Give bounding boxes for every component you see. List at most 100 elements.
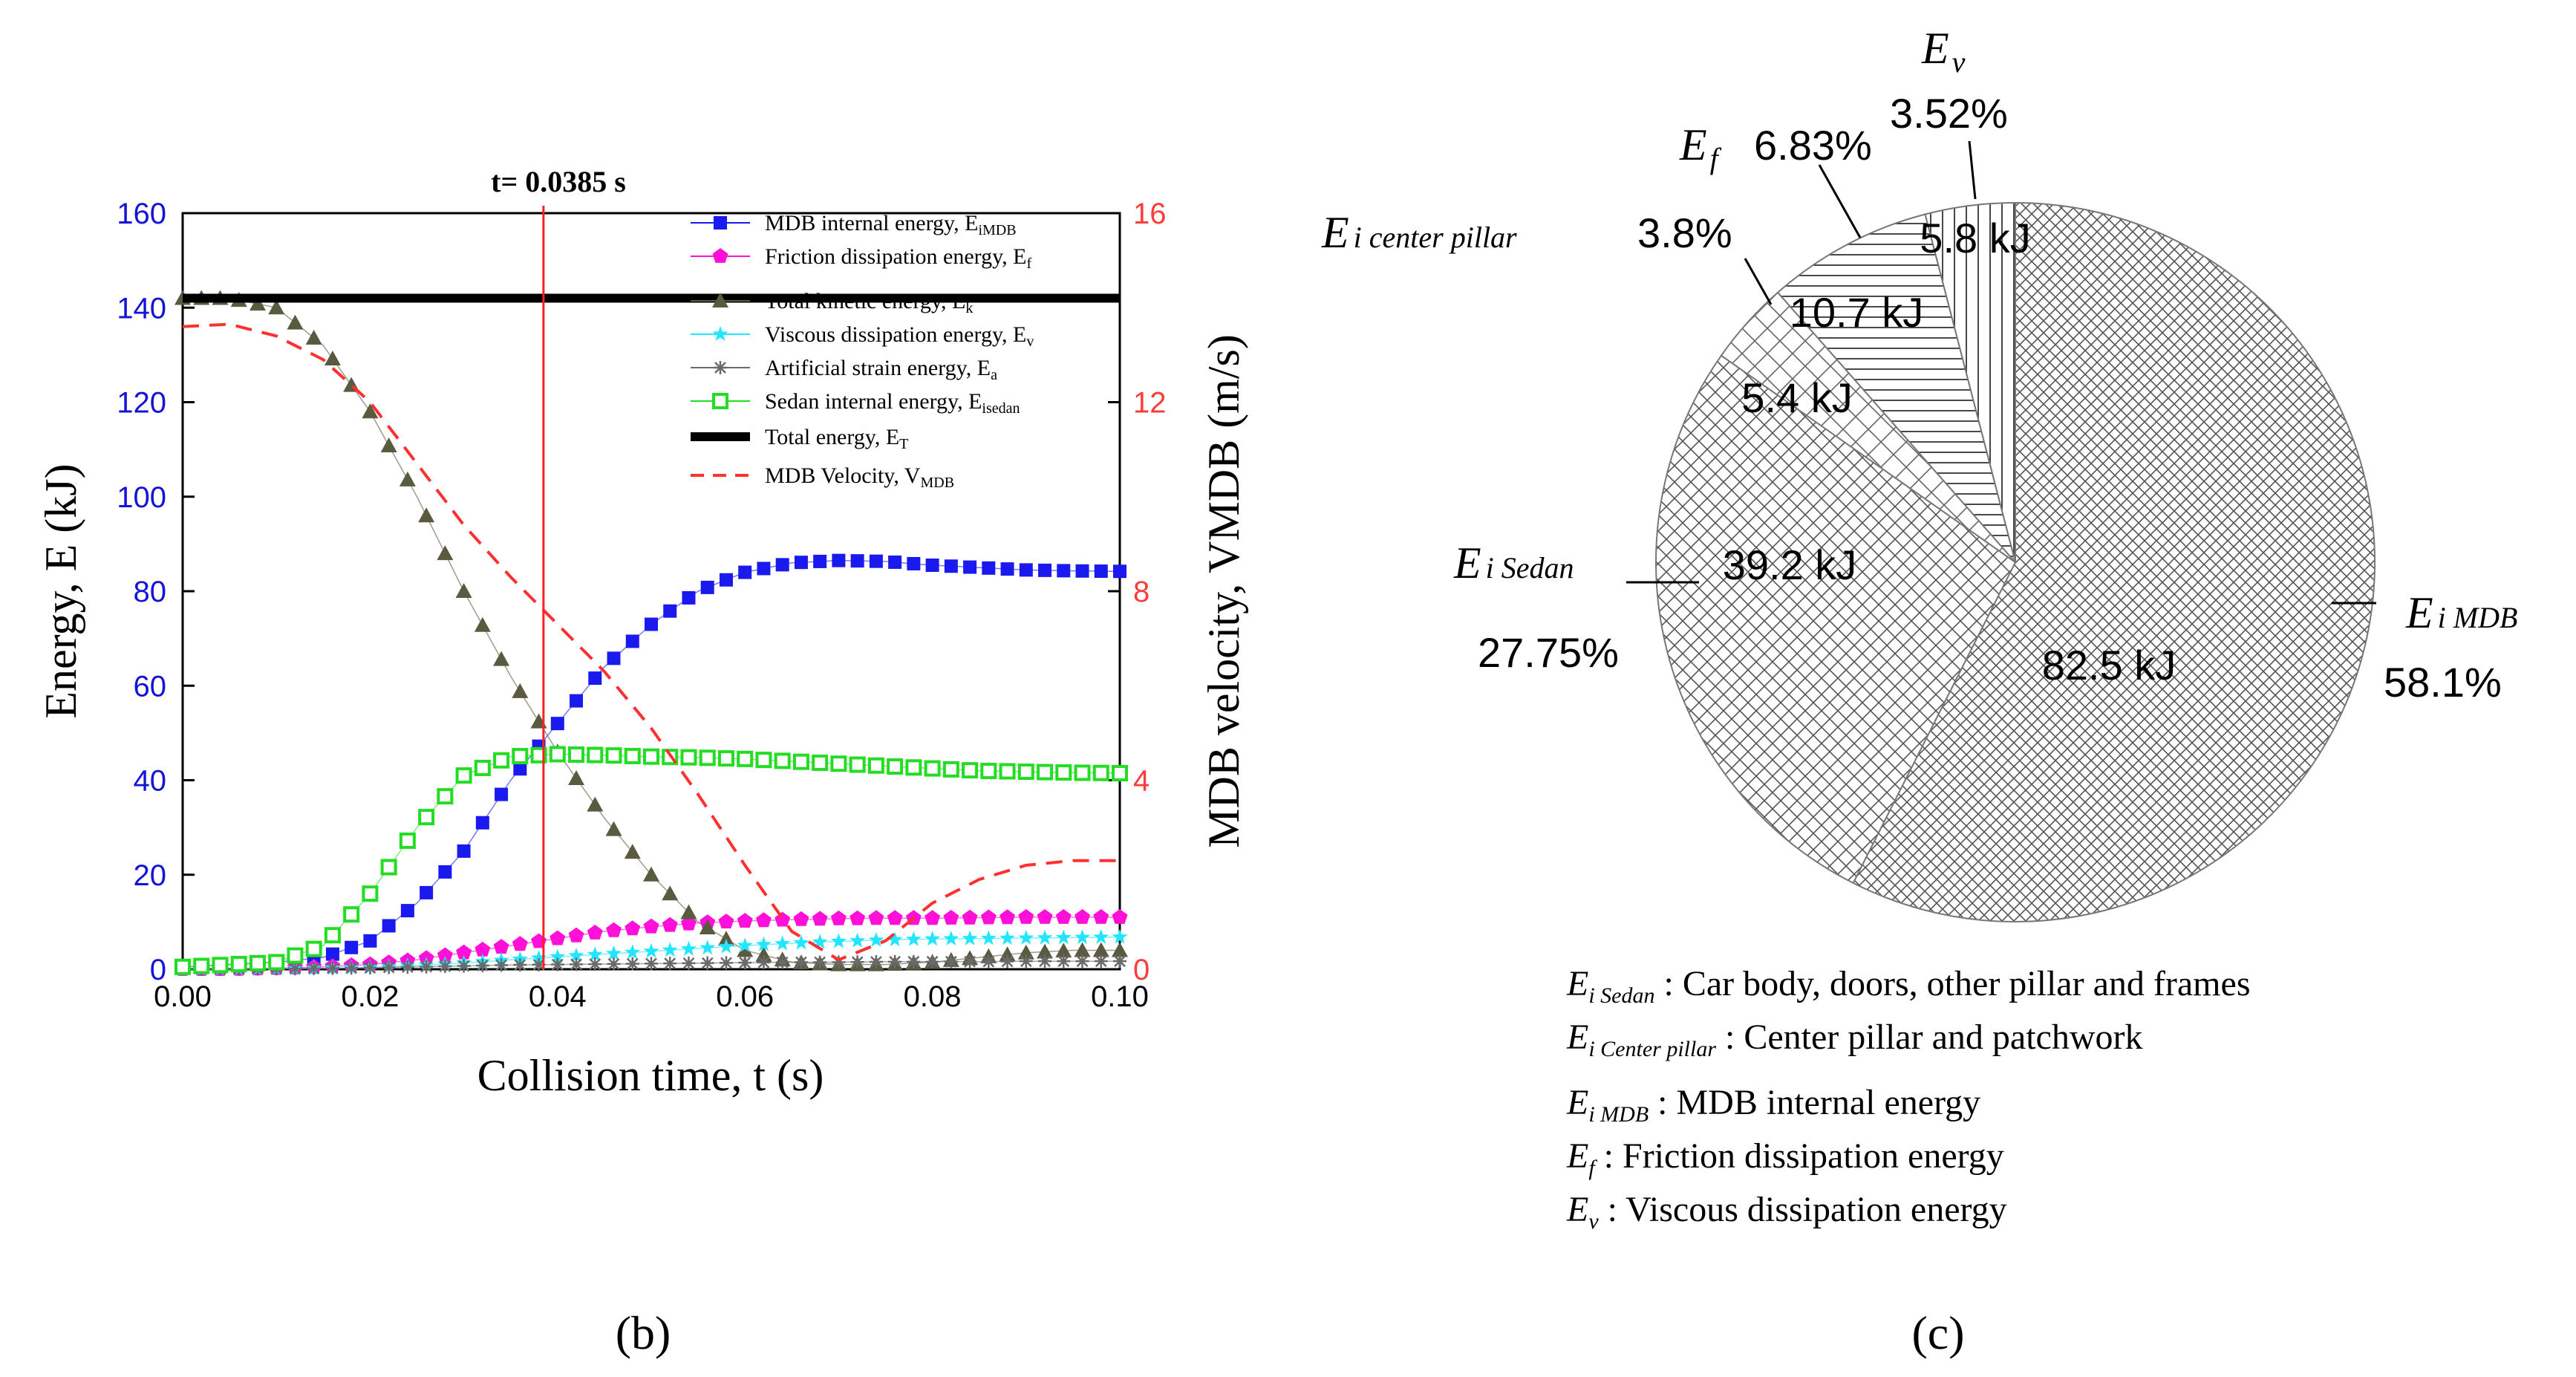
data-point-friction xyxy=(662,917,678,932)
data-point-artificial xyxy=(813,955,827,969)
pie-value-labels: 82.5 kJ 39.2 kJ 5.4 kJ 10.7 kJ 5.8 kJ xyxy=(1723,215,2176,688)
data-point-viscous xyxy=(1093,929,1109,944)
data-point-viscous xyxy=(643,943,659,958)
data-point-artificial xyxy=(719,956,733,970)
data-point-sedan xyxy=(905,759,922,776)
slice-percent-mdb: 58.1% xyxy=(2384,659,2502,706)
data-point-mdb xyxy=(363,934,377,948)
y-tick-label: 140 xyxy=(117,292,166,325)
data-point-viscous xyxy=(868,931,884,947)
data-point-mdb xyxy=(588,671,602,686)
data-point-friction xyxy=(1055,909,1072,924)
slice-percent-sedan: 27.75% xyxy=(1478,629,1619,676)
data-point-kinetic xyxy=(380,437,397,453)
data-point-artificial xyxy=(400,960,414,974)
data-point-friction xyxy=(1037,909,1053,924)
data-point-viscous xyxy=(568,947,584,963)
data-point-kinetic xyxy=(493,651,510,666)
data-point-friction xyxy=(456,944,472,960)
y-tick-label: 120 xyxy=(117,387,166,420)
note-line: Ev : Viscous dissipation energy xyxy=(1566,1190,2007,1234)
slice-percent-ef: 6.83% xyxy=(1754,122,1872,169)
data-point-artificial xyxy=(420,960,434,974)
legend-label: Total energy, ET xyxy=(765,425,908,452)
data-point-artificial xyxy=(325,961,339,975)
data-point-artificial xyxy=(1000,954,1014,969)
data-point-friction xyxy=(681,915,697,931)
data-point-kinetic xyxy=(1112,942,1128,957)
data-point-artificial xyxy=(532,957,546,971)
data-point-sedan xyxy=(999,763,1016,780)
data-point-artificial xyxy=(382,960,396,974)
data-point-sedan xyxy=(268,954,285,971)
data-point-viscous xyxy=(775,935,791,951)
leader-line-ef xyxy=(1818,164,1862,238)
data-point-sedan xyxy=(343,906,360,923)
data-point-kinetic xyxy=(399,471,416,486)
data-point-viscous xyxy=(625,944,641,960)
data-point-friction xyxy=(606,922,622,937)
data-point-kinetic xyxy=(474,616,491,632)
data-point-mdb xyxy=(982,561,996,575)
data-point-mdb xyxy=(550,717,564,731)
data-point-kinetic xyxy=(287,314,304,330)
data-point-kinetic xyxy=(737,942,754,957)
data-point-mdb xyxy=(645,617,658,631)
data-point-viscous xyxy=(812,934,828,949)
data-point-sedan xyxy=(1112,764,1128,781)
data-point-sedan xyxy=(605,747,622,764)
data-point-friction xyxy=(437,947,453,963)
data-point-artificial xyxy=(925,954,939,969)
data-point-sedan xyxy=(624,747,641,764)
pie-slice xyxy=(1924,201,2016,563)
data-point-friction xyxy=(925,910,941,925)
time-marker-label: t= 0.0385 s xyxy=(491,165,626,198)
pie-value-label: 5.4 kJ xyxy=(1741,374,1852,421)
data-point-artificial xyxy=(982,954,996,969)
data-point-kinetic xyxy=(268,299,285,315)
data-point-artificial xyxy=(513,958,527,972)
legend-marker xyxy=(712,248,728,263)
data-point-sedan xyxy=(380,859,397,876)
data-point-viscous xyxy=(737,937,753,953)
data-point-artificial xyxy=(738,956,752,970)
data-point-mdb xyxy=(400,904,414,918)
note-line: Ei Sedan : Car body, doors, other pillar… xyxy=(1566,964,2251,1008)
data-point-artificial xyxy=(495,958,509,972)
data-point-sedan xyxy=(212,957,229,974)
y2-tick-label: 4 xyxy=(1133,765,1150,798)
data-point-mdb xyxy=(345,940,359,954)
series-line-velocity xyxy=(182,322,1120,962)
data-point-artificial xyxy=(700,956,714,970)
data-point-mdb xyxy=(850,554,864,568)
data-point-mdb xyxy=(682,590,696,605)
legend-label: Friction dissipation energy, Ef xyxy=(765,244,1031,272)
data-point-mdb xyxy=(1019,563,1033,577)
data-point-kinetic xyxy=(643,866,659,882)
y2-axis-ticks: 0 4 8 12 16 xyxy=(1108,198,1167,986)
data-point-viscous xyxy=(1112,928,1128,944)
data-point-mdb xyxy=(457,844,471,858)
y-axis-ticks: 0 20 40 60 80 100 120 140 160 xyxy=(117,198,195,986)
data-point-friction xyxy=(1075,909,1090,924)
data-point-sedan xyxy=(755,752,772,769)
data-point-friction xyxy=(943,910,959,925)
legend-label: Total kinetic energy, Ek xyxy=(765,289,973,316)
data-point-sedan xyxy=(324,927,341,944)
data-point-friction xyxy=(643,918,659,934)
data-point-sedan xyxy=(849,756,866,773)
data-point-mdb xyxy=(382,919,396,933)
data-point-sedan xyxy=(887,758,904,775)
data-point-mdb xyxy=(625,634,639,648)
data-point-artificial xyxy=(757,955,771,969)
data-point-kinetic xyxy=(680,904,697,919)
data-point-artificial xyxy=(682,956,696,970)
data-point-mdb xyxy=(513,762,527,776)
y-axis-label: Energy, E (kJ) xyxy=(36,463,85,718)
x-tick-label: 0.06 xyxy=(716,980,774,1013)
data-point-friction xyxy=(962,909,978,925)
data-point-artificial xyxy=(1019,954,1033,969)
